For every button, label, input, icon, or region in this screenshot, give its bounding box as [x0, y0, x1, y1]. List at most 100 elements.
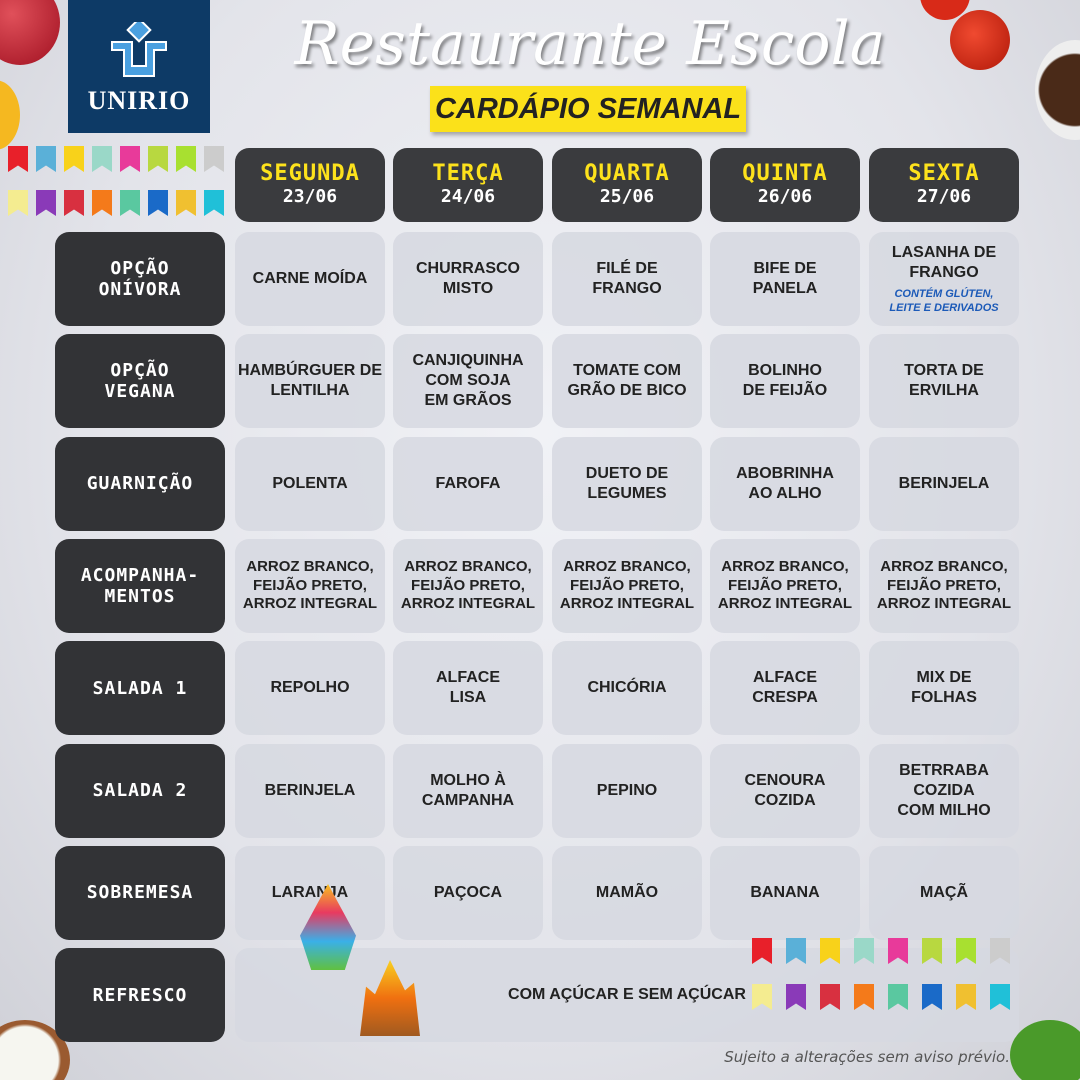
row-label: SALADA 2 — [55, 743, 225, 838]
menu-cell: LASANHA DE FRANGO CONTÉM GLÚTEN, LEITE E … — [869, 232, 1019, 326]
dish-name: BIFE DE PANELA — [752, 260, 818, 297]
dish-name: ARROZ BRANCO, FEIJÃO PRETO, ARROZ INTEGR… — [717, 557, 853, 613]
menu-cell: BETRRABA COZIDA COM MILHO — [869, 743, 1019, 838]
bunting-flag — [922, 984, 942, 1010]
refresco-text: COM AÇÚCAR E SEM AÇÚCAR — [508, 986, 746, 1004]
bunting-flag — [752, 984, 772, 1010]
logo-text: UNIRIO — [87, 86, 191, 115]
day-header: QUINTA 26/06 — [710, 148, 860, 222]
menu-cell: ALFACE CRESPA — [710, 641, 860, 736]
bunting-flag — [92, 146, 112, 172]
spice-bowl-image — [1035, 40, 1080, 140]
row-label: OPÇÃO ONÍVORA — [55, 232, 225, 326]
menu-cell: TORTA DE ERVILHA — [869, 334, 1019, 429]
tomato-image — [950, 10, 1010, 70]
day-name: SEXTA — [908, 161, 980, 186]
bunting-flag — [120, 146, 140, 172]
tomato-image — [920, 0, 970, 20]
menu-cell: DUETO DE LEGUMES — [552, 436, 702, 531]
dish-name: FAROFA — [435, 474, 501, 492]
dish-name: ALFACE CRESPA — [752, 669, 818, 707]
day-header: SEGUNDA 23/06 — [235, 148, 385, 222]
menu-cell: CENOURA COZIDA — [710, 743, 860, 838]
dish-name: CARNE MOÍDA — [252, 270, 368, 287]
day-date: 24/06 — [440, 186, 496, 207]
bunting-flag — [204, 190, 224, 216]
dish-name: CHURRASCO MISTO — [416, 260, 520, 297]
dish-name: MAÇÃ — [920, 883, 968, 901]
dish-name: BANANA — [750, 883, 820, 901]
bunting-flag — [8, 146, 28, 172]
menu-cell: ARROZ BRANCO, FEIJÃO PRETO, ARROZ INTEGR… — [235, 538, 385, 633]
dish-name: ALFACE LISA — [436, 669, 500, 707]
bunting-flag — [888, 938, 908, 964]
bunting-flag — [36, 190, 56, 216]
dish-name: MIX DE FOLHAS — [911, 669, 977, 707]
bunting-flag — [64, 146, 84, 172]
bunting-flag — [820, 938, 840, 964]
bunting-flag — [786, 984, 806, 1010]
row-label: SOBREMESA — [55, 845, 225, 940]
bunting-flag — [820, 984, 840, 1010]
unirio-logo: UNIRIO — [68, 0, 210, 133]
menu-cell: MAMÃO — [552, 845, 702, 940]
menu-cell: CARNE MOÍDA — [235, 232, 385, 326]
row-label: GUARNIÇÃO — [55, 436, 225, 531]
menu-cell: ALFACE LISA — [393, 641, 543, 736]
menu-cell: FAROFA — [393, 436, 543, 531]
day-name: SEGUNDA — [260, 161, 360, 186]
bunting-flag — [956, 938, 976, 964]
menu-cell: ABOBRINHA AO ALHO — [710, 436, 860, 531]
dish-name: ARROZ BRANCO, FEIJÃO PRETO, ARROZ INTEGR… — [242, 557, 378, 613]
bunting-flag — [922, 938, 942, 964]
dish-name: ARROZ BRANCO, FEIJÃO PRETO, ARROZ INTEGR… — [876, 557, 1012, 613]
menu-cell: MIX DE FOLHAS — [869, 641, 1019, 736]
day-date: 27/06 — [916, 186, 972, 207]
bunting-flag — [204, 146, 224, 172]
bunting-flag — [92, 190, 112, 216]
unirio-emblem-icon — [111, 22, 167, 77]
row-label: ACOMPANHA- MENTOS — [55, 538, 225, 633]
dish-name: TORTA DE ERVILHA — [904, 362, 984, 400]
day-name: QUINTA — [742, 161, 828, 186]
menu-cell: CHICÓRIA — [552, 641, 702, 736]
day-name: TERÇA — [432, 161, 504, 186]
bunting-flag — [990, 984, 1010, 1010]
bunting-flag — [854, 984, 874, 1010]
footer-disclaimer: Sujeito a alterações sem aviso prévio. — [724, 1048, 1010, 1066]
menu-cell: ARROZ BRANCO, FEIJÃO PRETO, ARROZ INTEGR… — [552, 538, 702, 633]
dish-name: DUETO DE LEGUMES — [585, 464, 669, 502]
day-name: QUARTA — [584, 161, 670, 186]
dish-name: PEPINO — [596, 781, 658, 799]
bunting-flag — [8, 190, 28, 216]
bunting-flag — [176, 190, 196, 216]
menu-cell: ARROZ BRANCO, FEIJÃO PRETO, ARROZ INTEGR… — [710, 538, 860, 633]
menu-cell: CANJIQUINHA COM SOJA EM GRÃOS — [393, 334, 543, 429]
dish-name: LASANHA DE FRANGO — [891, 243, 997, 281]
menu-cell: BERINJELA — [869, 436, 1019, 531]
day-date: 23/06 — [282, 186, 338, 207]
dish-name: ABOBRINHA AO ALHO — [736, 464, 834, 502]
dish-name: CENOURA COZIDA — [744, 771, 826, 809]
menu-cell: HAMBÚRGUER DE LENTILHA — [235, 334, 385, 429]
menu-cell: REPOLHO — [235, 641, 385, 736]
bunting-flag — [786, 938, 806, 964]
menu-cell: CHURRASCO MISTO — [393, 232, 543, 326]
bunting-flag — [888, 984, 908, 1010]
menu-cell: TOMATE COM GRÃO DE BICO — [552, 334, 702, 429]
bunting-flag — [854, 938, 874, 964]
menu-cell: ARROZ BRANCO, FEIJÃO PRETO, ARROZ INTEGR… — [869, 538, 1019, 633]
menu-cell: ARROZ BRANCO, FEIJÃO PRETO, ARROZ INTEGR… — [393, 538, 543, 633]
day-header: TERÇA 24/06 — [393, 148, 543, 222]
day-header: SEXTA 27/06 — [869, 148, 1019, 222]
menu-cell: MAÇÃ — [869, 845, 1019, 940]
dish-name: ARROZ BRANCO, FEIJÃO PRETO, ARROZ INTEGR… — [559, 557, 695, 613]
menu-cell: FILÉ DE FRANGO — [552, 232, 702, 326]
dish-name: MOLHO À CAMPANHA — [421, 771, 515, 809]
bunting-flag — [64, 190, 84, 216]
row-label: OPÇÃO VEGANA — [55, 334, 225, 429]
dish-name: LARANJA — [271, 883, 349, 901]
bunting-flag — [120, 190, 140, 216]
apple-image — [0, 0, 60, 65]
